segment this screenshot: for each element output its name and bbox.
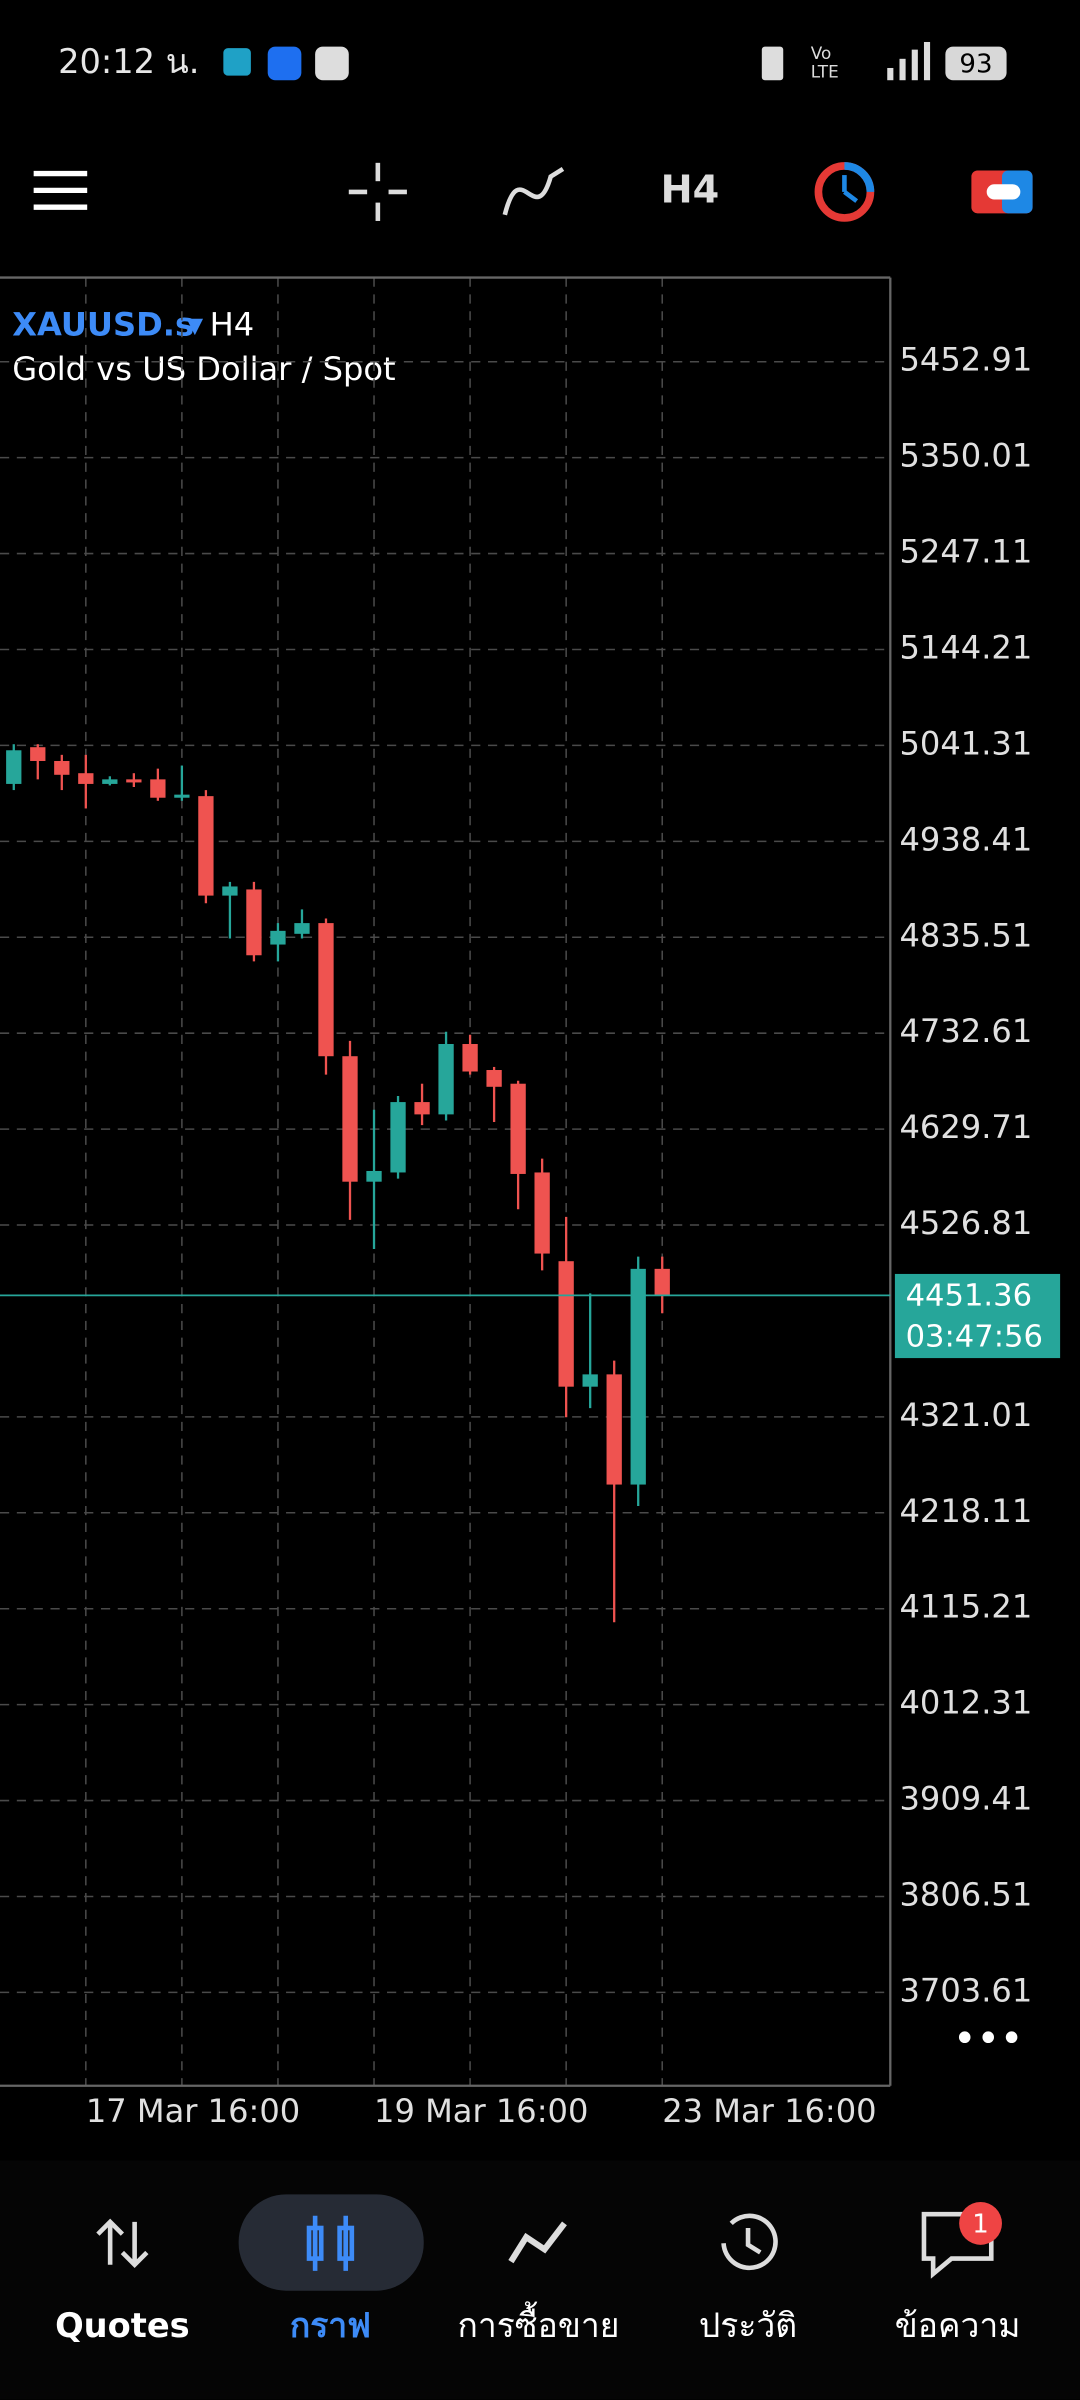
quotes-icon[interactable] <box>96 2218 149 2268</box>
candle-body <box>126 779 142 783</box>
nav-label[interactable]: ประวัติ <box>699 2306 797 2345</box>
symbol-dropdown[interactable]: ▼ <box>187 314 204 339</box>
y-tick-label: 4629.71 <box>899 1108 1032 1146</box>
y-tick-label: 5350.01 <box>899 437 1032 475</box>
x-tick-label: 17 Mar 16:00 <box>86 2092 300 2130</box>
svg-text:LTE: LTE <box>811 62 839 82</box>
battery <box>945 46 1007 81</box>
candle-body <box>30 747 46 761</box>
one-click-button[interactable] <box>971 170 1033 214</box>
nav-label[interactable]: กราฟ <box>290 2306 371 2345</box>
y-tick-label: 5247.11 <box>899 533 1032 571</box>
y-tick-label: 5452.91 <box>899 341 1032 379</box>
candle-body <box>510 1083 526 1174</box>
y-tick-label: 4218.11 <box>899 1492 1032 1530</box>
candle-body <box>582 1374 598 1387</box>
candle-body <box>294 923 310 934</box>
history-icon[interactable] <box>721 2213 778 2271</box>
candle-body <box>342 1056 358 1182</box>
y-tick-label: 3909.41 <box>899 1780 1032 1818</box>
x-tick-label: 19 Mar 16:00 <box>374 2092 588 2130</box>
bottom-nav <box>0 2160 1080 2400</box>
notification-icons <box>223 46 349 81</box>
candle-body <box>654 1268 670 1296</box>
candle-body <box>558 1261 574 1387</box>
last-price-label: 4451.36 <box>906 1278 1032 1313</box>
candle-body <box>6 750 22 784</box>
y-tick-label: 5144.21 <box>899 628 1032 666</box>
indicators-button[interactable] <box>502 167 565 216</box>
candle-body <box>78 773 94 784</box>
last-price-box <box>894 1273 1061 1359</box>
candle-body <box>486 1070 502 1087</box>
chart-icon[interactable] <box>306 2215 355 2271</box>
candle-body <box>198 796 214 896</box>
candle-body <box>390 1102 406 1173</box>
candle-body <box>222 886 238 896</box>
y-tick-label: 4115.21 <box>899 1588 1032 1626</box>
y-tick-label: 4938.41 <box>899 820 1032 858</box>
y-tick-label: 5041.31 <box>899 724 1032 762</box>
trade-button[interactable] <box>814 162 875 222</box>
y-tick-label: 4732.61 <box>899 1012 1032 1050</box>
candle-body <box>414 1102 430 1115</box>
y-tick-label: 4526.81 <box>899 1204 1032 1242</box>
candle-body <box>270 930 286 945</box>
chart-timeframe: H4 <box>210 306 255 344</box>
y-tick-label: 4321.01 <box>899 1396 1032 1434</box>
svg-text:Vo: Vo <box>811 43 831 63</box>
y-tick-label: 3703.61 <box>899 1971 1032 2009</box>
badge-count: 1 <box>972 2209 989 2239</box>
crosshair-button[interactable] <box>348 162 407 221</box>
candle-body <box>102 779 118 784</box>
timeframe-button[interactable]: H4 <box>661 168 720 212</box>
candle-body <box>174 794 190 798</box>
y-tick-label: 4012.31 <box>899 1684 1032 1722</box>
symbol-description: Gold vs US Dollar / Spot <box>12 350 395 388</box>
battery-level: 93 <box>959 49 992 79</box>
y-tick-label: 4835.51 <box>899 916 1032 954</box>
badge <box>959 2201 1002 2245</box>
candle-body <box>606 1374 622 1485</box>
menu-button[interactable] <box>33 170 88 210</box>
signal-icons: Vo LTE <box>761 41 931 82</box>
candle-body <box>318 923 334 1057</box>
trade-icon[interactable] <box>508 2221 567 2264</box>
candle-body <box>438 1044 454 1115</box>
candle-body <box>366 1170 382 1182</box>
candle-body <box>534 1172 550 1254</box>
candle-body <box>462 1044 478 1072</box>
nav-label[interactable]: ข้อความ <box>895 2306 1021 2345</box>
nav-label[interactable]: การซื้อขาย <box>457 2301 619 2345</box>
candle-body <box>630 1268 646 1485</box>
active-pill <box>238 2194 424 2291</box>
candle-body <box>150 779 166 798</box>
nav-label[interactable]: Quotes <box>55 2306 190 2345</box>
candle-body <box>246 889 262 956</box>
candle-body <box>54 760 70 775</box>
bar-countdown: 03:47:56 <box>906 1320 1043 1355</box>
symbol[interactable]: XAUUSD.s <box>12 306 194 344</box>
clock: 20:12 น. <box>58 42 199 81</box>
x-tick-label: 23 Mar 16:00 <box>662 2092 876 2130</box>
chart: XAUUSD.s ▼ H4 Gold vs US Dollar / Spot 5… <box>0 276 1061 2130</box>
more-button[interactable]: ••• <box>953 2016 1023 2062</box>
y-tick-label: 3806.51 <box>899 1875 1032 1913</box>
